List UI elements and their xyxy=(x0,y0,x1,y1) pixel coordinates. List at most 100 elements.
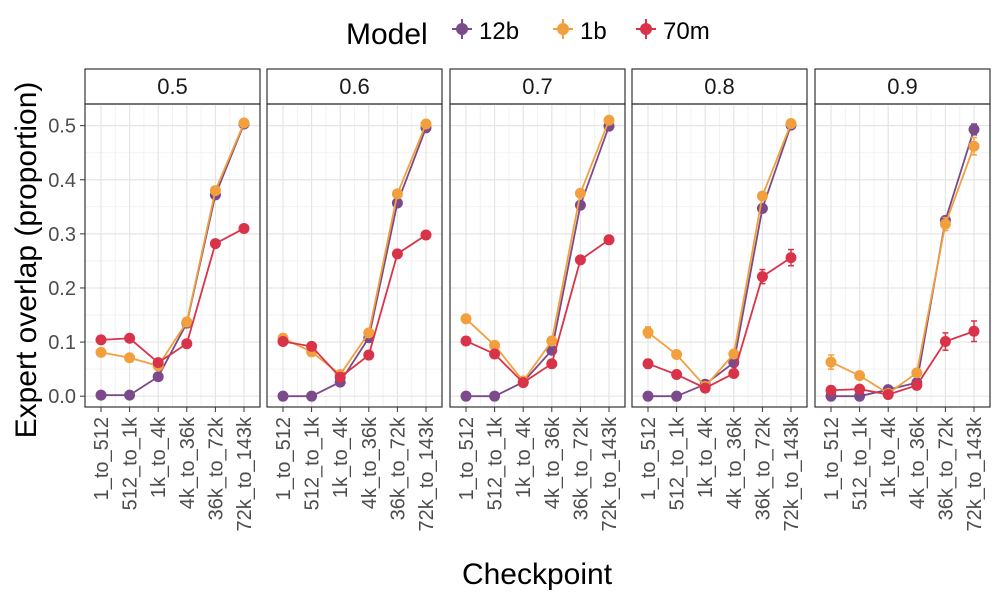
x-tick-label: 4k_to_36k xyxy=(359,416,381,509)
panel-strip xyxy=(631,68,808,105)
point-70m xyxy=(420,229,432,241)
point-1b xyxy=(238,117,250,129)
panel-strip-label: 0.8 xyxy=(704,74,735,99)
point-1b xyxy=(209,185,221,197)
point-1b xyxy=(181,316,193,328)
point-1b xyxy=(603,114,615,126)
panel-strip xyxy=(84,68,261,105)
y-tick-label: 0.3 xyxy=(48,224,76,246)
panel-border xyxy=(84,103,261,408)
y-tick-label: 0.5 xyxy=(48,116,76,138)
point-1b xyxy=(420,118,432,130)
x-tick-label: 1_to_512 xyxy=(273,417,295,500)
x-tick-label: 1k_to_4k xyxy=(330,416,352,498)
panel-strip xyxy=(449,68,626,105)
x-tick-label: 4k_to_36k xyxy=(542,416,564,509)
x-tick-label: 512_to_1k xyxy=(120,416,142,510)
y-tick-label: 0.2 xyxy=(48,278,76,300)
legend-label-1b: 1b xyxy=(580,18,607,45)
x-tick-label: 512_to_1k xyxy=(667,416,689,510)
y-axis-title: Expert overlap (proportion) xyxy=(10,82,43,439)
point-12b xyxy=(306,390,318,402)
x-tick-label: 36k_to_72k xyxy=(752,416,774,520)
point-12b xyxy=(95,389,107,401)
panel-0.8: 0.8 1_to_512 512_to_1k 1k_to_4k 4k_to_36k 36k… xyxy=(631,68,808,532)
point-70m xyxy=(181,338,193,350)
point-12b xyxy=(642,390,654,402)
point-1b xyxy=(825,356,837,368)
point-70m xyxy=(939,336,951,348)
panel-border xyxy=(449,103,626,408)
panel-strip-label: 0.6 xyxy=(339,74,370,99)
x-tick-label: 512_to_1k xyxy=(850,416,872,510)
x-tick-label: 1_to_512 xyxy=(456,417,478,500)
legend-item-1b: 1b xyxy=(553,18,607,45)
point-70m xyxy=(209,238,221,250)
x-tick-label: 72k_to_143k xyxy=(964,416,986,532)
panel-strip-label: 0.5 xyxy=(157,74,188,99)
x-tick-label: 36k_to_72k xyxy=(570,416,592,520)
x-tick-label: 1k_to_4k xyxy=(148,416,170,498)
point-1b xyxy=(363,327,375,339)
x-tick-label: 1_to_512 xyxy=(91,417,113,500)
point-70m xyxy=(489,348,501,360)
x-tick-label: 1k_to_4k xyxy=(695,416,717,498)
panel-0.7: 0.7 1_to_512 512_to_1k 1k_to_4k 4k_to_36k 36k… xyxy=(449,68,626,532)
point-1b xyxy=(642,326,654,338)
point-70m xyxy=(642,358,654,370)
point-70m xyxy=(460,335,472,347)
y-tick-label: 0.0 xyxy=(48,386,76,408)
point-70m xyxy=(124,332,136,344)
x-tick-label: 36k_to_72k xyxy=(387,416,409,520)
legend-label-70m: 70m xyxy=(663,18,710,45)
x-tick-label: 4k_to_36k xyxy=(907,416,929,509)
point-12b xyxy=(460,390,472,402)
legend-item-70m: 70m xyxy=(636,18,710,45)
panel-0.5: 0.5 1_to_512 512_to_1k 1k_to_4k 4k_to_36k 36k… xyxy=(84,68,261,532)
point-1b xyxy=(95,346,107,358)
point-1b xyxy=(460,313,472,325)
point-70m xyxy=(517,377,529,389)
point-70m xyxy=(603,234,615,246)
panel-0.9: 0.9 1_to_512 512_to_1k 1k_to_4k 4k_to_36k 36k… xyxy=(814,68,991,532)
legend-item-12b: 12b xyxy=(452,18,519,45)
legend-title: Model xyxy=(346,18,428,51)
panel-0.6: 0.6 1_to_512 512_to_1k 1k_to_4k 4k_to_36k 36k… xyxy=(266,68,443,532)
point-12b xyxy=(152,371,164,383)
point-12b xyxy=(671,390,683,402)
y-tick-label: 0.1 xyxy=(48,332,76,354)
point-70m xyxy=(968,325,980,337)
point-1b xyxy=(911,367,923,379)
x-tick-label: 1_to_512 xyxy=(821,417,843,500)
x-tick-label: 4k_to_36k xyxy=(177,416,199,509)
legend-marker-12b xyxy=(456,23,468,35)
point-12b xyxy=(968,123,980,135)
point-1b xyxy=(124,352,136,364)
panel-border xyxy=(266,103,443,408)
panel-border xyxy=(631,103,808,408)
point-1b xyxy=(785,117,797,129)
y-tick-label: 0.4 xyxy=(48,170,76,192)
x-tick-label: 1k_to_4k xyxy=(513,416,535,498)
panel-strip xyxy=(814,68,991,105)
point-1b xyxy=(489,339,501,351)
point-70m xyxy=(363,349,375,361)
point-70m xyxy=(277,336,289,348)
point-1b xyxy=(546,335,558,347)
x-tick-label: 512_to_1k xyxy=(485,416,507,510)
point-70m xyxy=(699,382,711,394)
point-70m xyxy=(391,248,403,260)
x-tick-label: 72k_to_143k xyxy=(416,416,438,532)
point-1b xyxy=(391,188,403,200)
point-1b xyxy=(854,370,866,382)
point-12b xyxy=(489,390,501,402)
point-1b xyxy=(756,190,768,202)
point-70m xyxy=(306,340,318,352)
x-tick-label: 36k_to_72k xyxy=(935,416,957,520)
point-70m xyxy=(95,334,107,346)
x-tick-label: 72k_to_143k xyxy=(781,416,803,532)
point-1b xyxy=(671,349,683,361)
legend-marker-1b xyxy=(557,23,569,35)
point-70m xyxy=(334,371,346,383)
